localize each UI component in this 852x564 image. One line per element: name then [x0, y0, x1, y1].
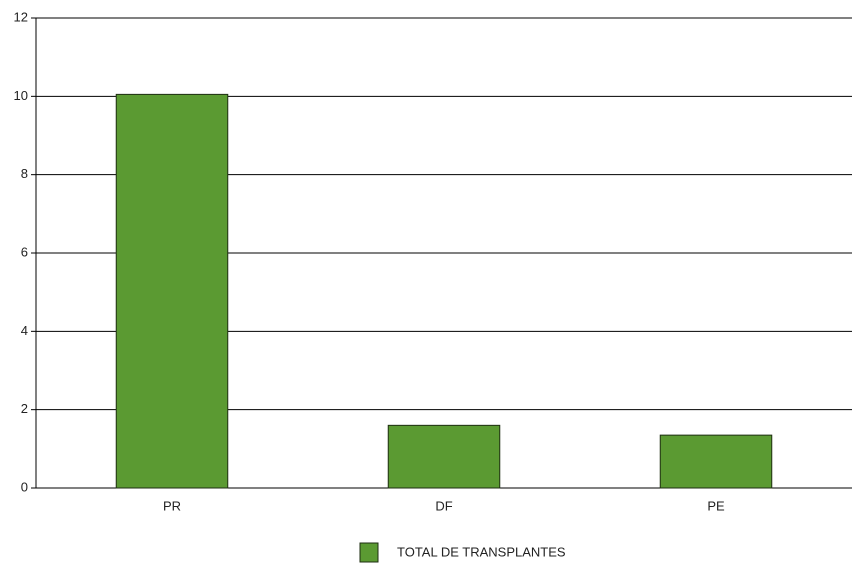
x-tick-label: PR: [163, 498, 181, 513]
bar: [387, 424, 501, 489]
bar: [115, 93, 229, 489]
y-tick-label: 4: [21, 323, 28, 338]
y-tick-label: 2: [21, 401, 28, 416]
y-tick-label: 12: [14, 9, 28, 24]
y-tick-label: 10: [14, 88, 28, 103]
y-tick-label: 8: [21, 166, 28, 181]
x-tick-label: DF: [435, 498, 452, 513]
bar: [659, 434, 773, 489]
y-tick-label: 6: [21, 244, 28, 259]
y-tick-label: 0: [21, 479, 28, 494]
legend-label: TOTAL DE TRANSPLANTES: [397, 544, 566, 559]
legend-swatch: [359, 542, 379, 563]
x-tick-label: PE: [707, 498, 725, 513]
